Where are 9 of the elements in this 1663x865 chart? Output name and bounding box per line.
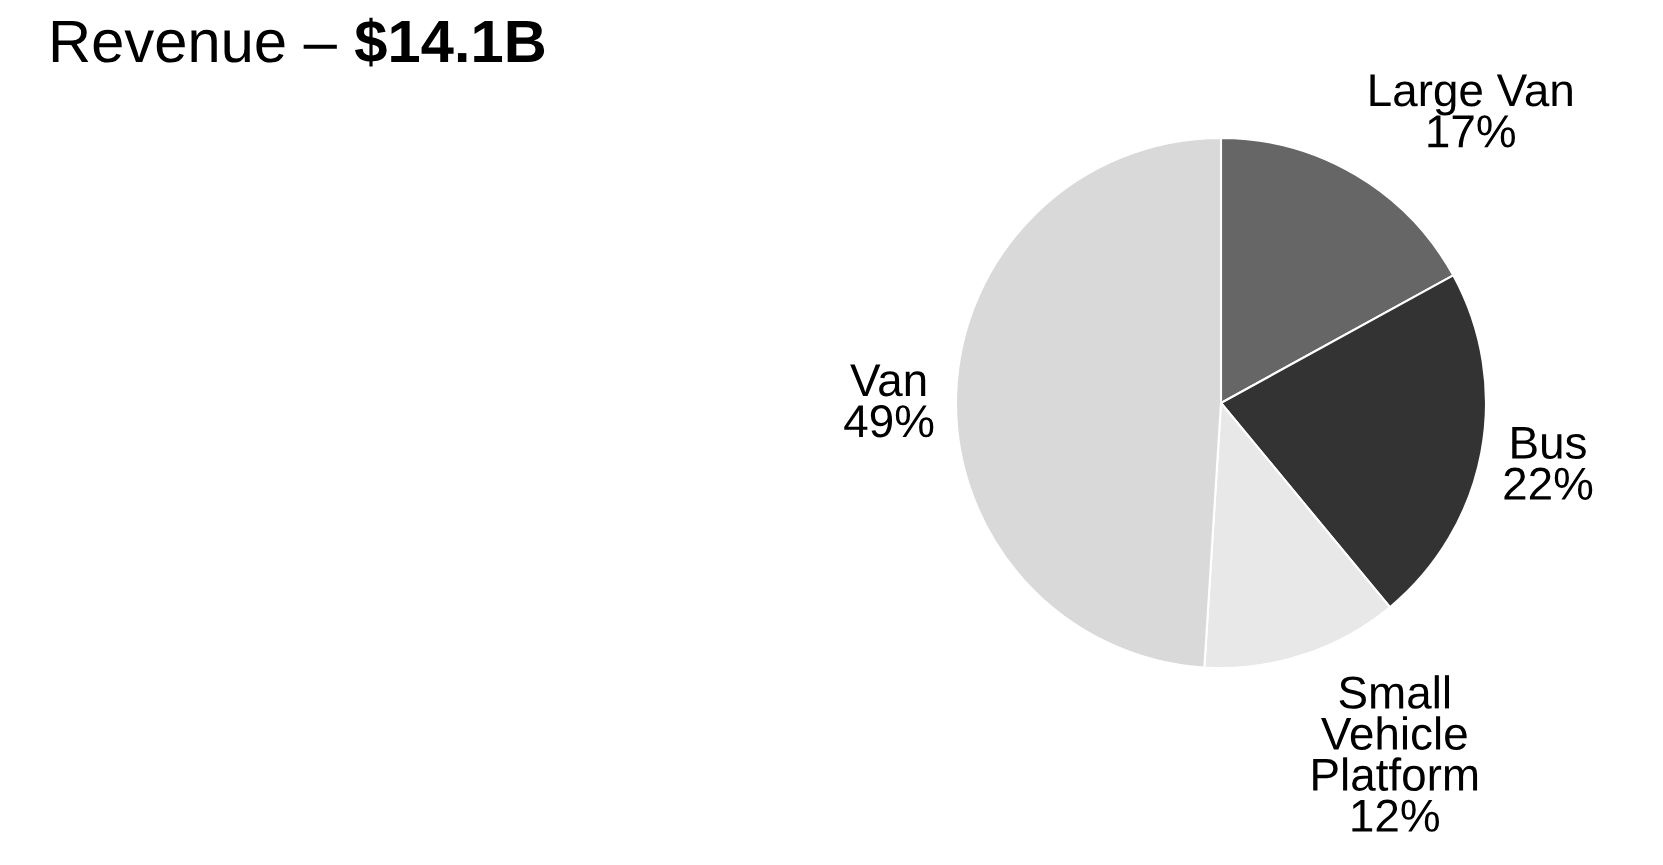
data-label: 12%	[1352, 799, 1439, 832]
slice-label: Van	[850, 364, 926, 397]
text: Revenue – $14.1B	[52, 17, 545, 67]
slice-label: Large Van	[1370, 74, 1572, 116]
slice-label: Bus	[1512, 427, 1586, 459]
data-label: 17%	[1428, 115, 1515, 148]
slice-label: Small Vehicle Platform	[1313, 675, 1478, 791]
data-label: 22%	[1504, 467, 1593, 500]
data-label: 49%	[844, 404, 934, 438]
